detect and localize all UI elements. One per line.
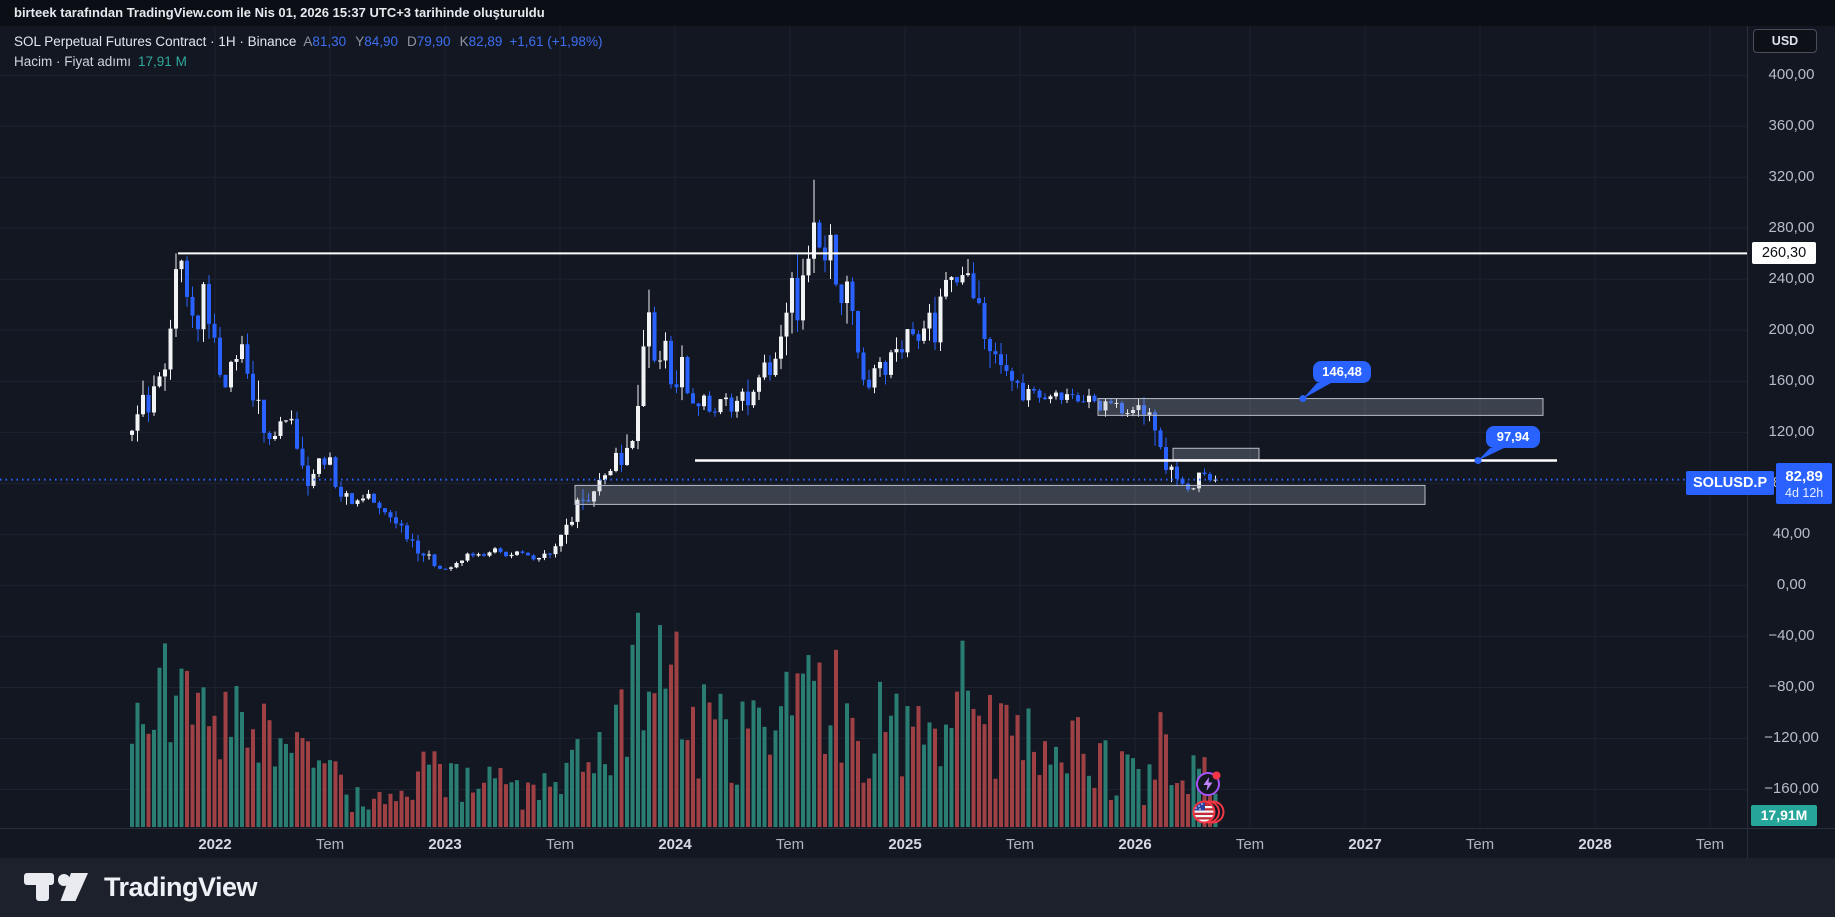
- price-change: +1,61 (+1,98%): [509, 33, 603, 49]
- ohlc-high: Y84,90: [355, 33, 399, 49]
- volume-study-label[interactable]: Hacim · Fiyat adımı: [14, 53, 132, 69]
- chart-area: 146,48 97,94 SOL Perpetual Futures Contra…: [0, 26, 1835, 858]
- price-tick-label: 280,00: [1768, 219, 1815, 237]
- legend-row-volume: Hacim · Fiyat adımı 17,91 M: [14, 51, 602, 71]
- current-price-value: 82,89: [1785, 467, 1823, 485]
- price-tick-label: 240,00: [1768, 270, 1815, 288]
- price-tick-label: 200,00: [1768, 321, 1815, 339]
- callout-97[interactable]: 97,94: [1474, 426, 1541, 464]
- volume-series: [130, 612, 1218, 827]
- price-tick-label: 160,00: [1768, 372, 1815, 390]
- tradingview-logo-icon: [24, 872, 88, 901]
- time-tick-label: 2027: [1348, 836, 1382, 853]
- time-tick-label: Tem: [1235, 836, 1265, 853]
- time-tick-label: 2023: [428, 836, 462, 853]
- current-price-symbol: SOLUSD.P: [1686, 471, 1775, 495]
- price-tick-label: 0,00: [1776, 576, 1807, 594]
- time-tick-label: Tem: [1465, 836, 1495, 853]
- callout-146-text: 146,48: [1322, 364, 1362, 379]
- time-tick-label: 2022: [198, 836, 232, 853]
- time-tick-label: Tem: [315, 836, 345, 853]
- time-tick-label: 2028: [1578, 836, 1612, 853]
- bar-countdown: 4d 12h: [1785, 485, 1824, 500]
- price-tick-label: 320,00: [1768, 168, 1815, 186]
- footer-bar: TradingView: [0, 858, 1835, 917]
- price-axis[interactable]: USD 400,00 360,00 320,00 280,00 240,00 200,00…: [1747, 26, 1835, 858]
- callout-146[interactable]: 146,48: [1299, 361, 1372, 403]
- time-tick-label: Tem: [545, 836, 575, 853]
- ohlc-open: A81,30: [303, 33, 347, 49]
- volume-study-value: 17,91 M: [138, 53, 187, 69]
- zone-mid[interactable]: [1097, 398, 1544, 416]
- currency-toggle-button[interactable]: USD: [1753, 29, 1817, 53]
- price-tick-label: −80,00: [1768, 678, 1815, 696]
- ray-price-axis-label: 260,30: [1752, 242, 1816, 264]
- price-tick-label: 120,00: [1768, 423, 1815, 441]
- volume-axis-badge: 17,91M: [1751, 805, 1817, 826]
- price-tick-label: 40,00: [1772, 525, 1811, 543]
- price-tick-label: 400,00: [1768, 66, 1815, 84]
- time-tick-label: 2025: [888, 836, 922, 853]
- zone-small[interactable]: [1172, 447, 1260, 461]
- price-chart-canvas[interactable]: 146,48 97,94: [0, 26, 1747, 858]
- ohlc-low: D79,90: [407, 33, 451, 49]
- time-tick-label: Tem: [1005, 836, 1035, 853]
- price-tick-label: −120,00: [1764, 729, 1819, 747]
- time-tick-label: 2026: [1118, 836, 1152, 853]
- grid: [0, 26, 1747, 827]
- zone-low[interactable]: [574, 484, 1426, 505]
- callout-97-text: 97,94: [1497, 429, 1530, 444]
- ohlc-close: K82,89: [459, 33, 503, 49]
- symbol-title[interactable]: SOL Perpetual Futures Contract · 1H · Bi…: [14, 33, 297, 49]
- price-tick-label: −40,00: [1768, 627, 1815, 645]
- tradingview-logo-text: TradingView: [104, 872, 258, 902]
- current-price-label: SOLUSD.P 82,89 4d 12h: [1686, 463, 1833, 504]
- ohlc-values: A81,30 Y84,90 D79,90 K82,89: [303, 34, 502, 49]
- time-tick-label: Tem: [775, 836, 805, 853]
- current-price-box: 82,89 4d 12h: [1776, 463, 1833, 504]
- attribution-bar: birteek tarafından TradingView.com ile N…: [0, 0, 1835, 26]
- time-tick-label: 2024: [658, 836, 692, 853]
- tradingview-logo[interactable]: TradingView: [24, 872, 258, 903]
- candles-series: [130, 179, 1218, 572]
- price-tick-label: −160,00: [1764, 780, 1819, 798]
- events-lightning-icon[interactable]: [1196, 771, 1221, 796]
- chart-legend: SOL Perpetual Futures Contract · 1H · Bi…: [14, 31, 602, 71]
- price-tick-label: 360,00: [1768, 117, 1815, 135]
- time-tick-label: Tem: [1695, 836, 1725, 853]
- legend-row-symbol: SOL Perpetual Futures Contract · 1H · Bi…: [14, 31, 602, 51]
- us-economic-events-icon[interactable]: [1192, 800, 1225, 824]
- time-axis[interactable]: 2022 Tem 2023 Tem 2024 Tem 2025 Tem 2026 Tem 2027 T…: [0, 828, 1835, 858]
